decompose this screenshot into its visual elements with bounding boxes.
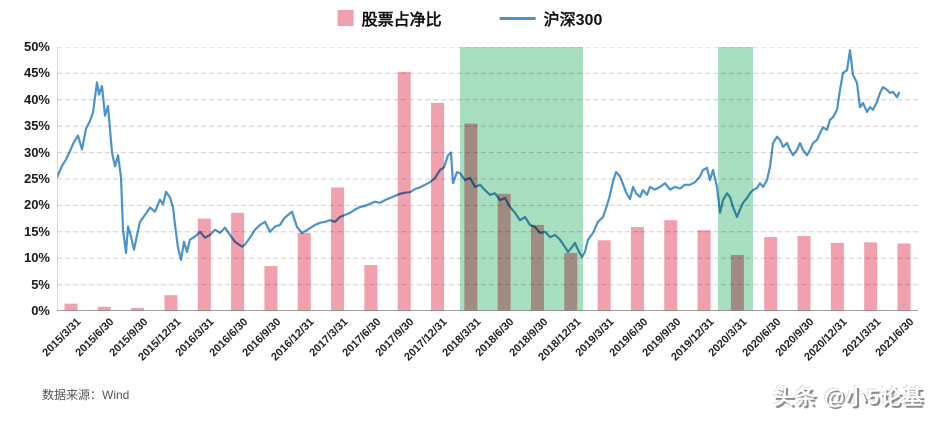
- bar: [664, 220, 678, 311]
- y-axis-label: 15%: [23, 223, 50, 239]
- y-axis-label: 10%: [23, 250, 50, 266]
- bar: [231, 212, 245, 311]
- y-axis-label: 45%: [23, 65, 50, 81]
- bar: [297, 232, 311, 311]
- bar: [730, 255, 744, 311]
- bar: [864, 242, 878, 311]
- y-axis-label: 40%: [23, 91, 50, 107]
- legend-label-bar: 股票占净比: [361, 12, 442, 29]
- line-swatch-icon: [499, 16, 536, 20]
- csi300-line: [57, 49, 901, 261]
- legend-item-bar: 股票占净比: [337, 6, 442, 30]
- bar: [464, 123, 478, 311]
- bar: [764, 237, 778, 311]
- bar: [830, 242, 844, 311]
- bar: [397, 71, 411, 311]
- y-axis-label: 30%: [23, 144, 50, 160]
- bar: [64, 303, 78, 311]
- legend-label-line: 沪深300: [543, 12, 603, 29]
- source-note: 数据来源：Wind: [42, 388, 130, 402]
- bar: [97, 306, 111, 311]
- y-axis-label: 20%: [23, 197, 50, 213]
- bar-swatch-icon: [337, 10, 354, 26]
- bar: [431, 102, 445, 311]
- bar: [797, 236, 811, 311]
- y-axis-label: 35%: [23, 118, 50, 134]
- bar: [164, 295, 178, 311]
- y-axis-label: 5%: [31, 276, 50, 292]
- bar: [197, 218, 211, 311]
- y-axis-label: 25%: [23, 171, 50, 186]
- bar: [630, 227, 644, 311]
- bar: [331, 187, 345, 311]
- legend-item-line: 沪深300: [499, 6, 603, 30]
- bar: [697, 230, 711, 311]
- bar: [364, 265, 378, 311]
- chart-plot: [57, 47, 918, 311]
- bar: [564, 252, 578, 311]
- bar: [597, 240, 611, 311]
- watermark: 头条 @小5论基: [773, 386, 924, 409]
- bar: [131, 307, 145, 311]
- bar: [497, 193, 511, 311]
- bar: [897, 243, 911, 311]
- y-axis-label: 50%: [23, 39, 50, 54]
- y-axis-label: 0%: [31, 303, 50, 318]
- bar: [264, 266, 278, 311]
- bar: [530, 224, 544, 311]
- legend: 股票占净比 沪深300: [337, 6, 603, 30]
